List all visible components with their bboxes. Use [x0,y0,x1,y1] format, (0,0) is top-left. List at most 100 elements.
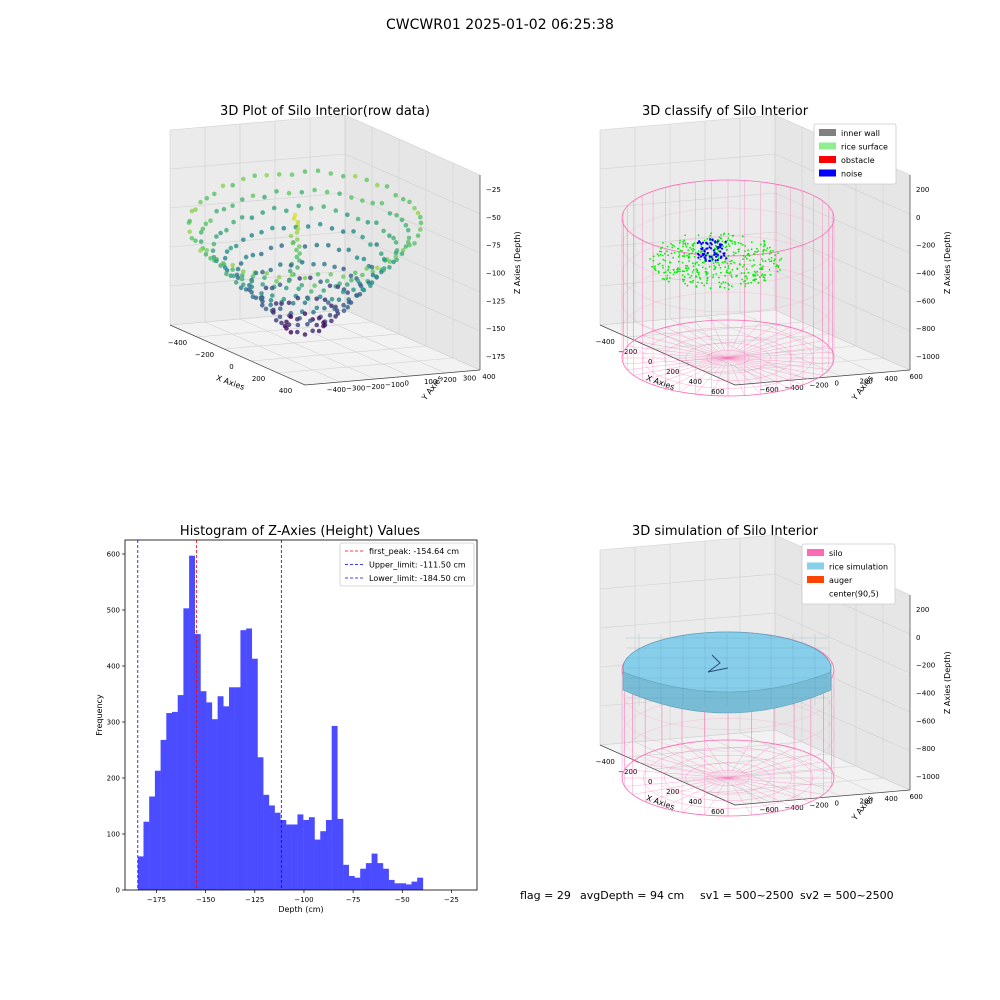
silo-floor-spoke [727,777,832,787]
data-point [279,320,284,326]
y-tick-label: 200 [443,376,456,384]
rice-surface-point [731,242,734,245]
z-tick-label: −400 [916,270,935,278]
data-point [250,274,256,279]
data-point [238,261,244,266]
rice-surface-point [728,245,731,248]
rice-surface-point [755,272,757,274]
rice-surface-point [774,254,777,257]
rice-surface-point [678,254,681,256]
rice-surface-point [697,264,700,266]
data-point [295,265,300,270]
data-point [354,255,360,260]
footer-sv2: sv2 = 500~2500 [800,889,894,902]
rice-surface-point [732,254,735,257]
x-tick-label: −75 [346,896,361,904]
x-tick-label: −200 [618,768,637,776]
rice-surface-point [732,251,735,254]
rice-simulation-surface [622,631,832,714]
data-point [239,215,245,220]
data-point [308,318,313,324]
noise-point [724,240,727,243]
noise-point [706,251,709,255]
data-point [208,218,213,223]
silo-floor-spoke [624,777,729,787]
data-point [228,245,234,251]
data-point [193,238,198,244]
rice-surface-point [679,239,681,242]
histogram-bar [377,863,384,890]
rice-surface-point [723,232,726,235]
rice-surface-point [723,286,726,289]
rice-surface-point [778,259,781,262]
rice-surface-point [770,257,773,259]
silo-floor-spoke [727,357,791,389]
histogram: −175 −150 −125 −100 −75 −50 −25 0 100 200 300 400 50… [95,539,478,914]
data-point [315,168,321,174]
noise-point [705,241,708,244]
rice-surface-point [670,252,673,255]
data-point [290,240,296,246]
silo-floor-spoke [627,346,729,359]
x-tick-label: 200 [666,368,679,376]
plot2-title: 3D classify of Silo Interior [641,104,809,119]
noise-point [708,246,711,249]
x-tick-label: 0 [648,358,652,366]
z-tick-label: 200 [916,606,929,614]
data-point [374,220,379,225]
plot1-points [186,168,424,337]
rice-surface-point [713,268,715,271]
noise-point [720,247,724,250]
rice-surface-point [692,279,695,282]
histogram-bar [286,824,292,890]
data-point [345,290,351,295]
data-point [329,303,334,309]
x-tick-label: −125 [245,896,264,904]
data-point [230,267,235,272]
silo-floor-ring [685,342,771,374]
rice-surface-point [656,253,659,256]
silo-floor-spoke [704,777,729,816]
histogram-bars [137,555,424,890]
rice-surface-point [662,267,664,269]
silo-floor-spoke [623,357,729,365]
z-tick-label: 0 [916,634,920,642]
noise-point [704,257,707,260]
rice-surface-point [677,247,680,250]
rice-surface-point [670,243,672,245]
silo-floor-spoke [727,323,777,359]
rice-surface-point [681,270,684,273]
data-point [295,226,301,232]
rice-surface-point [705,273,708,276]
plot2-legend: inner wall rice surface obstacle noise [813,123,897,185]
data-point [186,220,192,225]
rice-surface-point [729,260,731,263]
histogram-bar [177,695,184,890]
histogram-bar [417,877,424,890]
silo-floor-spoke [704,740,729,779]
rice-surface-point [661,264,664,267]
data-point [212,191,217,197]
rice-surface-point [761,258,763,260]
y-tick-label: 400 [885,375,898,383]
data-point [354,293,360,298]
silo-floor-spoke [727,346,829,359]
silo-floor-ring [706,770,750,786]
rice-surface-point [735,275,737,278]
rice-surface-point [736,267,739,270]
silo-wireframe [621,179,835,397]
rice-surface-point [768,268,771,271]
noise-point [714,259,717,262]
data-point [240,273,245,278]
rice-surface-point [718,281,721,284]
data-point [360,272,365,278]
rice-surface-point [664,271,667,273]
silo-floor-spoke [624,769,729,779]
data-point [279,243,285,248]
rice-surface-point [691,271,694,273]
x-tick-label: 400 [279,387,292,395]
plot4-legend: silo rice simulation auger center(90,5) [801,543,896,605]
rice-surface-point [683,278,686,281]
data-point [270,293,275,298]
